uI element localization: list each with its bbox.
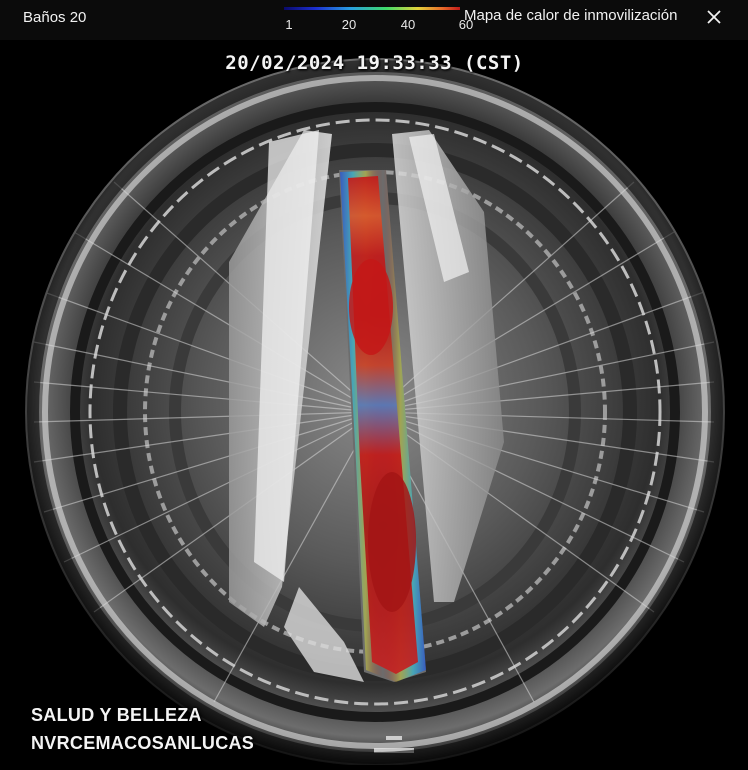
legend-tick: 40 [400, 17, 416, 32]
video-timestamp: 20/02/2024 19:33:33 (CST) [225, 52, 524, 74]
legend-tick: 60 [458, 17, 474, 32]
close-button[interactable] [702, 5, 726, 29]
close-icon[interactable] [702, 5, 726, 29]
title-bar: Baños 20 1 20 40 60 Mapa de calor de inm… [0, 0, 748, 40]
camera-name: Baños 20 [23, 9, 87, 26]
panel-title: Mapa de calor de inmovilización [464, 7, 678, 24]
legend-tick: 20 [341, 17, 357, 32]
heatmap-legend: 1 20 40 60 [272, 0, 473, 40]
fisheye-camera-image [25, 58, 725, 765]
overlay-label-recorder: NVRCEMACOSANLUCAS [31, 733, 255, 753]
legend-tick: 1 [285, 17, 293, 32]
camera-video[interactable]: 20/02/2024 19:33:33 (CST) SALUD Y BELLEZ… [14, 42, 735, 765]
overlay-label-department: SALUD Y BELLEZA [31, 705, 202, 725]
legend-color-bar [284, 7, 460, 10]
